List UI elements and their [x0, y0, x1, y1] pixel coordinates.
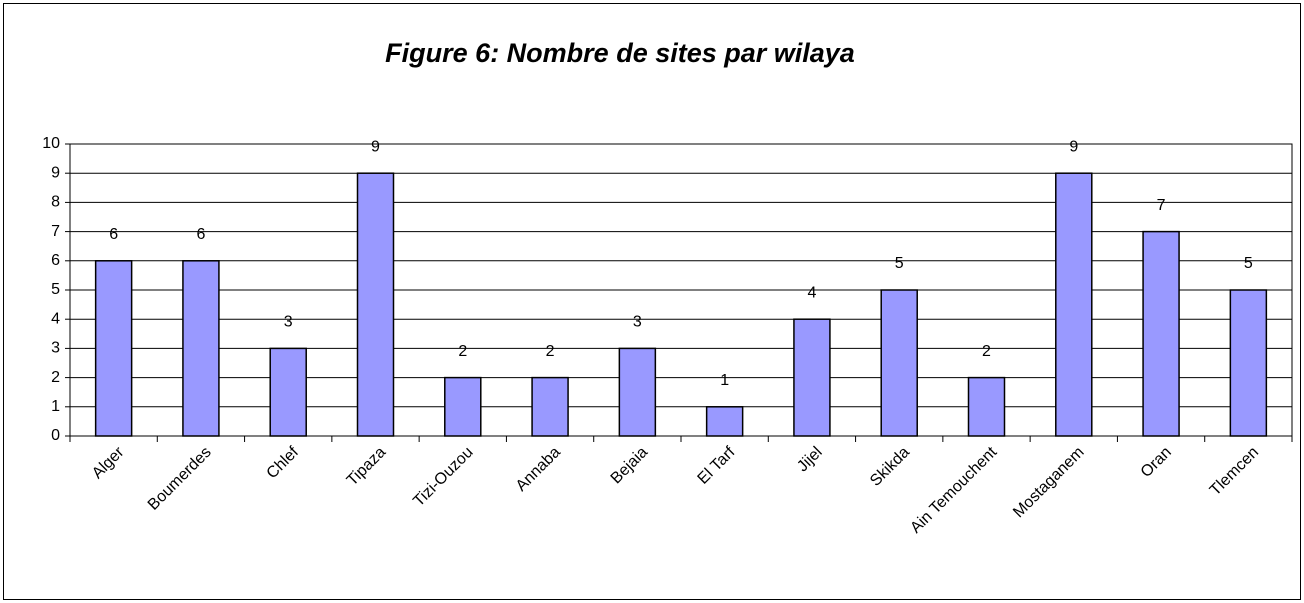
data-label: 2 [982, 343, 991, 360]
chart-title: Figure 6: Nombre de sites par wilaya [385, 38, 855, 68]
data-label: 5 [1244, 255, 1253, 272]
data-label: 5 [895, 255, 904, 272]
y-tick-label: 3 [51, 340, 60, 357]
data-label: 6 [196, 226, 205, 243]
y-tick-label: 6 [51, 252, 60, 269]
y-tick-label: 8 [51, 194, 60, 211]
bar [531, 376, 569, 437]
bar [444, 376, 482, 437]
y-tick-label: 0 [51, 427, 60, 444]
data-label: 4 [807, 284, 816, 301]
data-label: 1 [720, 372, 729, 389]
bar [1229, 289, 1268, 437]
y-tick-label: 1 [51, 398, 60, 415]
bar [94, 260, 133, 437]
y-tick-label: 7 [51, 223, 60, 240]
bar [705, 406, 744, 437]
y-tick-label: 4 [51, 310, 60, 327]
bar [793, 318, 831, 437]
bar [1055, 172, 1093, 437]
data-label: 2 [546, 343, 555, 360]
bar [269, 347, 307, 437]
data-label: 9 [1069, 138, 1078, 155]
y-tick-label: 2 [51, 369, 60, 386]
data-label: 7 [1157, 197, 1166, 214]
bar [880, 289, 918, 437]
bar [967, 376, 1006, 437]
bar [356, 172, 395, 437]
data-label: 6 [109, 226, 118, 243]
y-tick-label: 10 [42, 135, 60, 152]
data-label: 3 [284, 314, 293, 331]
data-label: 3 [633, 314, 642, 331]
data-label: 9 [371, 138, 380, 155]
bar [618, 347, 657, 437]
bar [1142, 230, 1180, 437]
data-label: 2 [458, 343, 467, 360]
y-tick-label: 9 [51, 164, 60, 181]
bar [182, 260, 220, 437]
y-tick-label: 5 [51, 281, 60, 298]
